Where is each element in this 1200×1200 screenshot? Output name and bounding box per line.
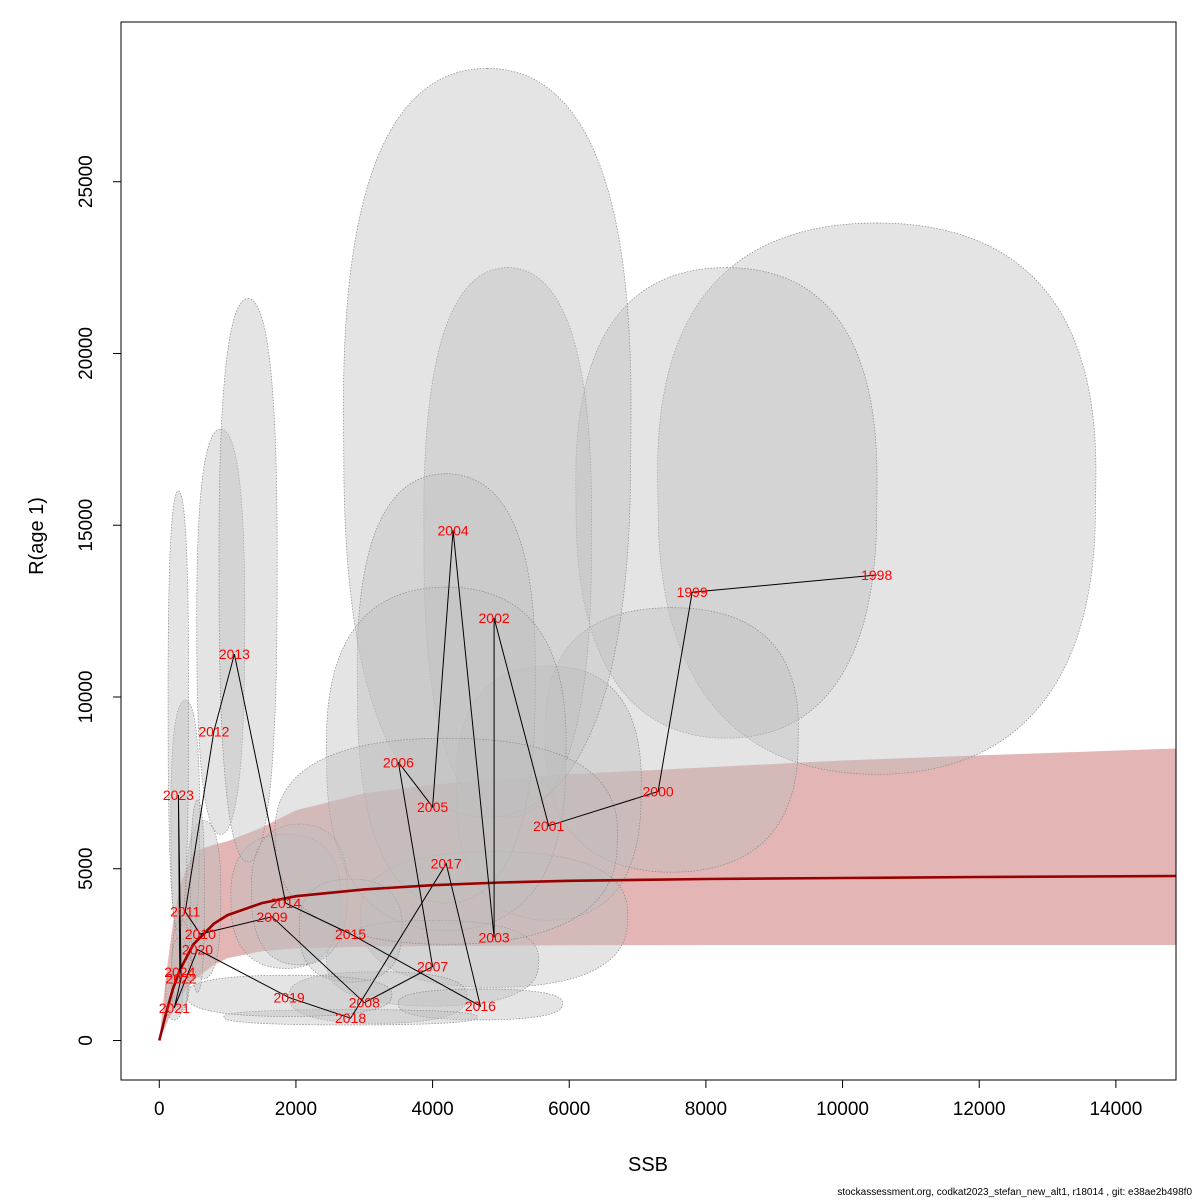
y-tick-label: 5000 — [76, 848, 97, 890]
ellipse-1999 — [575, 267, 878, 739]
year-label-2012: 2012 — [198, 723, 229, 739]
ellipse-2023 — [167, 490, 189, 931]
y-tick-label: 10000 — [76, 671, 97, 724]
year-label-2005: 2005 — [417, 799, 448, 815]
year-label-2009: 2009 — [256, 909, 287, 925]
ellipse-2004 — [343, 68, 632, 818]
year-label-2014: 2014 — [270, 895, 301, 911]
year-label-2023: 2023 — [163, 787, 194, 803]
x-axis-title: SSB — [628, 1154, 668, 1176]
x-tick-label: 2000 — [275, 1099, 317, 1120]
x-tick-label: 14000 — [1089, 1099, 1142, 1120]
ellipse-2006 — [326, 586, 567, 931]
y-axis-title: R(age 1) — [26, 497, 48, 575]
year-label-2022: 2022 — [166, 971, 197, 987]
year-label-2007: 2007 — [417, 959, 448, 975]
year-label-2002: 2002 — [479, 610, 510, 626]
y-tick-label: 15000 — [76, 499, 97, 552]
year-connecting-line — [173, 530, 877, 1019]
year-label-2011: 2011 — [170, 904, 200, 920]
year-label-1999: 1999 — [677, 584, 708, 600]
year-labels: 1998 1999 2000 2001 2002 2003 2004 2005 2006 2007… — [159, 522, 893, 1026]
year-path — [173, 530, 877, 1019]
year-label-2021: 2021 — [159, 1000, 190, 1016]
y-tick-label: 25000 — [76, 155, 97, 208]
fitted-curve — [158, 874, 1176, 1041]
ellipse-2024 — [170, 937, 189, 1014]
ellipse-2013 — [218, 298, 278, 863]
year-label-2003: 2003 — [479, 929, 510, 945]
year-label-2024: 2024 — [164, 964, 195, 980]
y-tick-label: 20000 — [76, 327, 97, 380]
y-tick-label: 0 — [76, 1035, 97, 1046]
x-tick-label: 8000 — [685, 1099, 727, 1120]
ellipse-2017 — [274, 737, 618, 945]
year-label-2004: 2004 — [438, 522, 469, 538]
ellipse-2011 — [170, 700, 200, 955]
y-axis: 0 5000 10000 15000 20000 25000 — [76, 155, 122, 1046]
x-tick-label: 6000 — [548, 1099, 590, 1120]
year-label-2001: 2001 — [533, 818, 564, 834]
year-label-2013: 2013 — [219, 646, 250, 662]
ellipse-2000 — [544, 607, 799, 873]
year-label-2006: 2006 — [383, 754, 414, 770]
ellipse-1998 — [657, 222, 1097, 775]
year-label-2020: 2020 — [182, 942, 213, 958]
year-label-2010: 2010 — [185, 926, 216, 942]
x-axis: 0 2000 4000 6000 8000 10000 12000 14000 — [154, 1079, 1142, 1120]
x-tick-label: 10000 — [816, 1099, 869, 1120]
ellipse-2014 — [251, 823, 348, 966]
x-tick-label: 4000 — [411, 1099, 453, 1120]
ellipse-2015 — [298, 878, 403, 983]
x-tick-label: 0 — [154, 1099, 165, 1120]
ellipse-2012 — [196, 428, 246, 835]
x-tick-label: 12000 — [953, 1099, 1006, 1120]
year-label-2016: 2016 — [465, 998, 496, 1014]
year-label-2000: 2000 — [643, 784, 674, 800]
year-label-2018: 2018 — [335, 1010, 366, 1026]
ellipse-2001 — [455, 665, 642, 921]
footer-note: stockassessment.org, codkat2023_stefan_n… — [837, 1187, 1192, 1198]
ellipse-2005 — [356, 473, 536, 904]
ellipse-2010 — [186, 820, 222, 980]
year-label-2019: 2019 — [274, 990, 305, 1006]
confidence-band — [159, 748, 1176, 1041]
year-label-1998: 1998 — [861, 567, 892, 583]
ellipse-2007 — [326, 919, 540, 1007]
uncertainty-ellipses — [165, 68, 1097, 1026]
year-label-2015: 2015 — [335, 926, 366, 942]
year-label-2008: 2008 — [349, 995, 380, 1011]
median-curve — [158, 874, 1176, 1041]
confidence-band-area — [159, 748, 1176, 1041]
year-label-2017: 2017 — [431, 856, 462, 872]
ellipse-2002 — [423, 267, 592, 818]
